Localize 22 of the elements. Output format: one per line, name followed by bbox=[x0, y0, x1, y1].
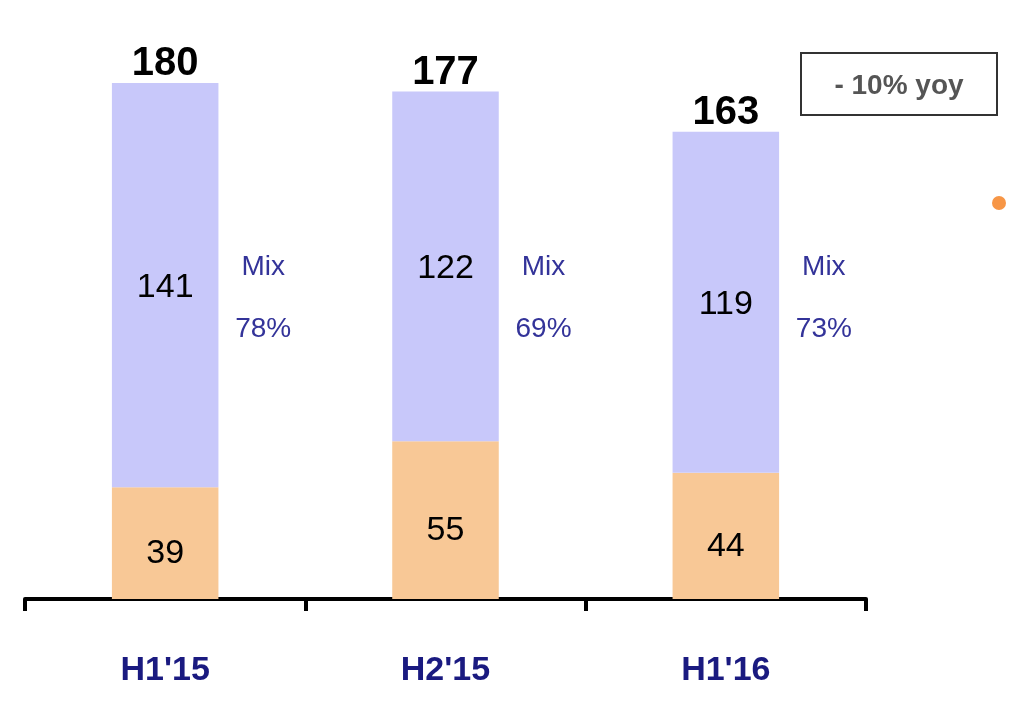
bar bbox=[111, 83, 219, 488]
total-label: 163 bbox=[692, 87, 760, 132]
annotation: Mix 69% bbox=[515, 249, 572, 343]
total-label: 177 bbox=[412, 47, 479, 92]
x-tick-label: H1'16 bbox=[681, 649, 771, 687]
annotation: Mix 73% bbox=[795, 249, 852, 343]
x-tick-label: H1'15 bbox=[120, 649, 210, 687]
total-label: 180 bbox=[131, 39, 199, 83]
bar bbox=[392, 91, 499, 442]
data-label: 44 bbox=[706, 524, 745, 563]
data-label: 119 bbox=[698, 283, 753, 322]
data-label: 39 bbox=[146, 532, 185, 571]
bar bbox=[392, 441, 499, 599]
x-tick-label: H2'15 bbox=[400, 649, 491, 687]
data-label: 141 bbox=[136, 266, 194, 305]
bar bbox=[672, 472, 780, 599]
annotation: Mix 78% bbox=[235, 249, 292, 343]
data-label: 55 bbox=[426, 509, 465, 548]
bar bbox=[672, 131, 780, 473]
data-label: 122 bbox=[417, 247, 474, 286]
annotation: - 10% yoy bbox=[834, 68, 965, 100]
bar bbox=[111, 487, 219, 599]
